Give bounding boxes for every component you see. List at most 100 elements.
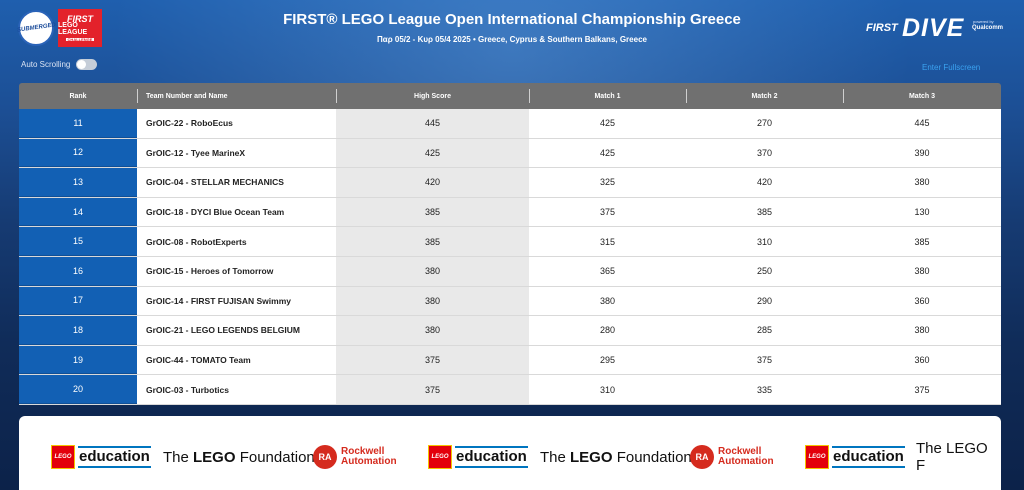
rockwell-text: Rockwell Automation [341, 447, 397, 467]
lego-logo-icon: LEGO [805, 445, 829, 469]
fll-logo-lego-league: LEGO LEAGUE [58, 22, 88, 36]
team-cell: GrOIC-14 - FIRST FUJISAN Swimmy [146, 295, 291, 306]
brand-first: FIRST [866, 22, 898, 34]
match-1-cell: 380 [599, 295, 616, 306]
sponsor-rockwell-automation: RA Rockwell Automation [313, 443, 397, 471]
brand-powered-by: powered by [973, 19, 994, 24]
team-cell: GrOIC-15 - Heroes of Tomorrow [146, 266, 274, 277]
match-2-cell: 310 [756, 236, 773, 247]
foundation-bold: LEGO [570, 448, 613, 466]
rank-cell: 14 [19, 197, 137, 227]
sponsor-lego-education: LEGO education [51, 443, 151, 471]
table-row: 20 GrOIC-03 - Turbotics 375 310 335 375 [19, 375, 1001, 405]
match-3-cell: 130 [914, 207, 930, 218]
sponsor-lego-foundation-partial: The LEGO F [916, 440, 1001, 474]
rank-cell: 17 [19, 286, 137, 316]
table-row: 17 GrOIC-14 - FIRST FUJISAN Swimmy 380 3… [19, 286, 1001, 317]
rank-cell: 12 [19, 138, 137, 168]
ra-badge-text: RA [318, 452, 332, 462]
match-2-cell: 290 [756, 295, 773, 306]
fll-challenge-logo: FIRST LEGO LEAGUE CHALLENGE [58, 9, 102, 47]
auto-scrolling-toggle[interactable] [76, 59, 98, 70]
foundation-pre: The [540, 448, 571, 466]
rank-cell: 20 [19, 375, 137, 404]
match-3-cell: 375 [914, 384, 930, 395]
auto-scrolling-control: Auto Scrolling [21, 59, 98, 70]
match-3-cell: 380 [914, 266, 930, 277]
match-2-cell: 270 [756, 118, 773, 129]
sponsor-lego-foundation: The LEGO Foundation [163, 443, 315, 471]
match-1-cell: 325 [599, 177, 616, 188]
table-header: Rank Team Number and Name High Score Mat… [19, 83, 1001, 109]
team-cell: GrOIC-12 - Tyee MarineX [146, 147, 246, 158]
lego-foundation-text: The LEGO Foundation [540, 449, 692, 466]
header: SUBMERGED FIRST LEGO LEAGUE CHALLENGE FI… [0, 0, 1024, 80]
match-2-cell: 370 [756, 147, 773, 158]
rockwell-line-2: Automation [718, 456, 774, 467]
rockwell-line-2: Automation [341, 456, 397, 467]
team-cell: GrOIC-22 - RoboEcus [146, 118, 233, 129]
column-header-team[interactable]: Team Number and Name [137, 83, 336, 109]
lego-badge-text: LEGO [54, 454, 72, 460]
match-2-cell: 335 [756, 384, 773, 395]
lego-foundation-text-cut: The LEGO F [916, 440, 988, 474]
toggle-knob [77, 60, 87, 69]
high-score-cell: 375 [336, 375, 529, 404]
match-1-cell: 280 [599, 325, 616, 336]
rockwell-text: Rockwell Automation [718, 447, 774, 467]
match-3-cell: 380 [914, 325, 930, 336]
column-header-high-score[interactable]: High Score [336, 83, 529, 109]
brand-qualcomm: Qualcomm [972, 25, 1004, 31]
high-score-cell: 380 [336, 316, 529, 345]
education-text: education [78, 446, 151, 468]
table-row: 11 GrOIC-22 - RoboEcus 445 425 270 445 [19, 109, 1001, 139]
table-row: 14 GrOIC-18 - DYCI Blue Ocean Team 385 3… [19, 197, 1001, 228]
foundation-post: Foundation [612, 448, 692, 466]
match-1-cell: 315 [599, 236, 616, 247]
fll-logo-first: FIRST [67, 13, 93, 24]
match-1-cell: 310 [599, 384, 616, 395]
column-header-rank[interactable]: Rank [69, 92, 87, 100]
high-score-cell: 445 [336, 109, 529, 138]
team-cell: GrOIC-44 - TOMATO Team [146, 355, 251, 366]
high-score-cell: 380 [336, 286, 529, 316]
sponsor-banner: LEGO education The LEGO Foundation RA Ro… [19, 416, 1001, 490]
team-cell: GrOIC-08 - RobotExperts [146, 236, 247, 247]
lego-logo-icon: LEGO [51, 445, 75, 469]
high-score-cell: 425 [336, 138, 529, 168]
rockwell-logo-icon: RA [313, 445, 337, 469]
table-row: 19 GrOIC-44 - TOMATO Team 375 295 375 36… [19, 345, 1001, 376]
lego-logo-icon: LEGO [428, 445, 452, 469]
match-2-cell: 420 [756, 177, 773, 188]
first-dive-logo: FIRST DIVE powered by Qualcomm [866, 14, 1006, 44]
high-score-cell: 385 [336, 197, 529, 227]
rockwell-line-1: Rockwell [718, 446, 762, 457]
rank-cell: 16 [19, 256, 137, 286]
column-header-match-3[interactable]: Match 3 [843, 83, 1001, 109]
fll-logo-challenge: CHALLENGE [65, 36, 95, 42]
auto-scrolling-label: Auto Scrolling [21, 60, 71, 69]
rockwell-logo-icon: RA [690, 445, 714, 469]
enter-fullscreen-link[interactable]: Enter Fullscreen [922, 63, 981, 72]
sponsor-rockwell-automation: RA Rockwell Automation [690, 443, 774, 471]
match-2-cell: 250 [756, 266, 773, 277]
table-row: 12 GrOIC-12 - Tyee MarineX 425 425 370 3… [19, 138, 1001, 169]
rank-cell: 15 [19, 227, 137, 256]
sponsor-lego-education: LEGO education [428, 443, 528, 471]
lego-badge-text: LEGO [808, 454, 826, 460]
sponsor-lego-education: LEGO education [805, 443, 905, 471]
match-3-cell: 390 [914, 147, 930, 158]
table-row: 16 GrOIC-15 - Heroes of Tomorrow 380 365… [19, 256, 1001, 287]
table-row: 13 GrOIC-04 - STELLAR MECHANICS 420 325 … [19, 168, 1001, 198]
column-header-match-1[interactable]: Match 1 [529, 83, 686, 109]
event-subtitle: Παρ 05/2 - Κυρ 05/4 2025 • Greece, Cypru… [377, 35, 647, 44]
submerged-logo: SUBMERGED [16, 10, 56, 46]
high-score-cell: 375 [336, 345, 529, 375]
match-3-cell: 360 [914, 355, 930, 366]
high-score-cell: 385 [336, 227, 529, 256]
column-header-match-2[interactable]: Match 2 [686, 83, 843, 109]
brand-dive: DIVE [902, 14, 965, 42]
lego-foundation-text: The LEGO Foundation [163, 449, 315, 466]
match-2-cell: 385 [756, 207, 773, 218]
rankings-table: Rank Team Number and Name High Score Mat… [19, 83, 1001, 405]
